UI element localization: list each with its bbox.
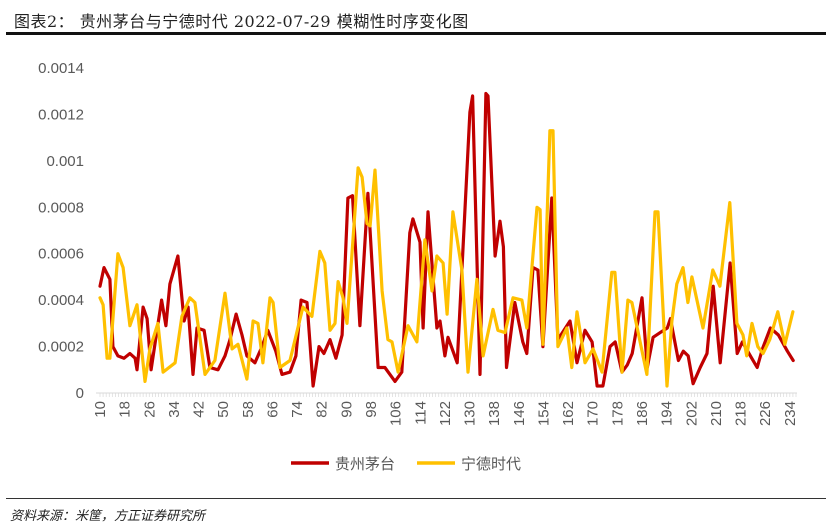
x-tick-label: 234 [782,401,799,426]
plot-area [98,91,795,388]
source-note: 资料来源：米筐，方正证券研究所 [10,509,206,524]
x-axis: 10 18 26 34 42 50 58 66 74 82 90 98 106 114 122 130 138 1… [92,392,799,426]
series-line-moutai [98,91,795,388]
x-tick-label: 146 [511,401,528,426]
x-tick-label: 178 [609,401,626,426]
x-tick-label: 130 [462,401,479,426]
y-tick-label: 0 [76,385,84,402]
x-tick-label: 26 [141,401,158,418]
x-tick-label: 194 [659,401,676,426]
x-tick-label: 122 [437,401,454,426]
legend-label-moutai: 贵州茅台 [335,455,395,473]
x-tick-label: 42 [191,401,208,418]
x-tick-label: 210 [708,401,725,426]
y-axis: 0 0.0002 0.0004 0.0006 0.0008 0.001 0.0012 0.00… [38,60,84,402]
x-tick-label: 98 [363,401,380,418]
x-tick-label: 50 [215,401,232,418]
series-line-catl [98,129,795,388]
legend: 贵州茅台 宁德时代 [291,455,521,473]
x-tick-label: 170 [585,401,602,426]
legend-label-catl: 宁德时代 [461,455,521,473]
x-tick-label: 58 [240,401,257,418]
y-tick-label: 0.0006 [38,246,84,263]
line-chart: 0 0.0002 0.0004 0.0006 0.0008 0.001 0.0012 0.00… [38,60,799,473]
x-tick-label: 18 [117,401,134,418]
y-tick-label: 0.0002 [38,339,84,356]
x-tick-label: 218 [733,401,750,426]
x-tick-label: 114 [412,401,429,425]
x-tick-label: 90 [338,401,355,418]
x-tick-label: 162 [560,401,577,426]
y-tick-label: 0.001 [46,153,84,170]
x-tick-label: 34 [166,401,183,418]
x-tick-label: 138 [486,401,503,426]
x-tick-label: 202 [683,401,700,426]
y-tick-label: 0.0008 [38,199,84,216]
x-tick-label: 10 [92,401,109,418]
source-divider [6,498,826,499]
y-tick-label: 0.0004 [38,292,84,309]
x-tick-label: 226 [757,401,774,426]
x-tick-label: 154 [535,401,552,426]
x-tick-label: 66 [264,401,281,418]
x-tick-label: 82 [314,401,331,418]
title-divider [6,32,826,35]
figure-title: 图表2： 贵州茅台与宁德时代 2022-07-29 模糊性时序变化图 [14,12,469,31]
x-tick-label: 74 [289,401,306,418]
x-tick-label: 186 [634,401,651,426]
x-tick-label: 106 [388,401,405,426]
y-tick-label: 0.0012 [38,106,84,123]
y-tick-label: 0.0014 [38,60,84,77]
